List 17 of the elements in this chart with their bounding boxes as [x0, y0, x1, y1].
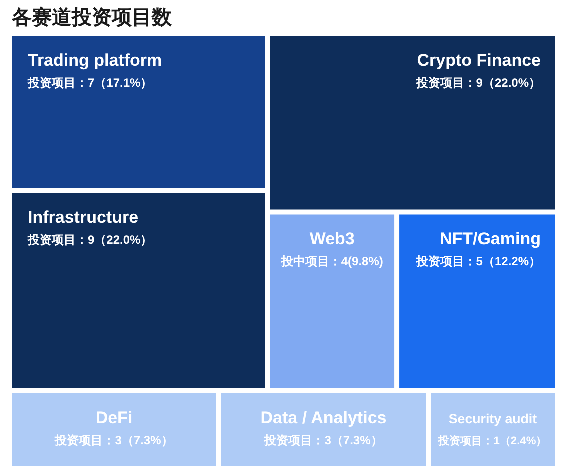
- data-label: 投资项目：3（7.3%）: [264, 433, 383, 448]
- category-label: Crypto Finance: [417, 51, 541, 70]
- category-label: Web3: [310, 230, 355, 249]
- data-label: 投资项目：1（2.4%）: [438, 434, 548, 448]
- category-label: Infrastructure: [28, 208, 139, 228]
- data-label: 投资项目：9（22.0%）: [27, 233, 153, 248]
- category-label: Trading platform: [28, 51, 162, 70]
- category-label: Data / Analytics: [260, 408, 387, 428]
- data-label: 投中项目：4(9.8%): [280, 254, 384, 269]
- data-label: 投资项目：9（22.0%）: [415, 76, 541, 90]
- text: 各赛道投资项目数: [11, 6, 173, 29]
- data-label: 投资项目：7（17.1%）: [27, 76, 153, 90]
- category-label: Security audit: [448, 411, 538, 426]
- category-label: DeFi: [96, 408, 133, 428]
- category-label: NFT/Gaming: [440, 230, 541, 249]
- data-label: 投资项目：5（12.2%）: [415, 254, 541, 269]
- data-label: 投资项目：3（7.3%）: [54, 433, 174, 448]
